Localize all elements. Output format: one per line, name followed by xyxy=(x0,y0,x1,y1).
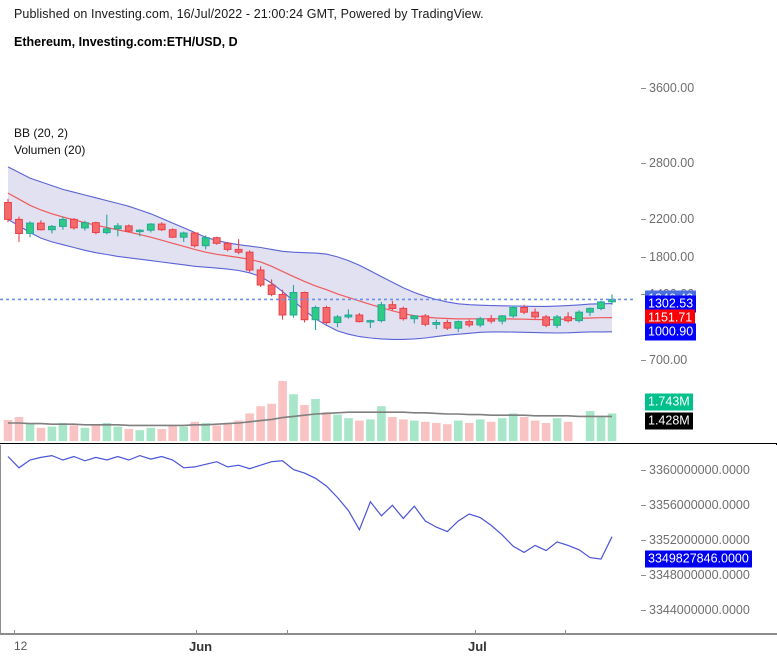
price-tick-mark xyxy=(641,163,646,165)
price-tick-mark xyxy=(641,256,646,258)
obv-plot xyxy=(7,454,613,560)
obv-tick-mark xyxy=(641,575,646,577)
panel-divider xyxy=(0,443,777,444)
price-panel[interactable]: BB (20, 2) Volumen (20) Investing .com xyxy=(0,60,636,443)
bb-indicator-label: BB (20, 2) xyxy=(14,126,69,140)
bottom-axis-line xyxy=(0,633,777,635)
price-tick-mark xyxy=(641,360,646,361)
price-tick-label: 3600.00 xyxy=(649,81,695,96)
price-tick-label: 700.00 xyxy=(649,353,688,367)
price-plot xyxy=(0,166,636,441)
price-tick-label: 2200.00 xyxy=(649,212,695,227)
x-tick-mark xyxy=(196,630,197,635)
instrument-line: Ethereum, Investing.com:ETH/USD, D xyxy=(14,35,238,49)
x-axis-label: 12 xyxy=(14,639,28,653)
price-badge-bb-middle[interactable]: 1151.71 xyxy=(645,309,696,327)
x-tick-mark xyxy=(14,630,15,635)
obv-tick-label: 3352000000.0000 xyxy=(649,533,750,548)
obv-tick-label: 3360000000.0000 xyxy=(649,463,750,478)
obv-tick-label: 3344000000.0000 xyxy=(649,602,750,617)
obv-tick-mark xyxy=(641,470,646,472)
obv-tick-label: 3356000000.0000 xyxy=(649,498,750,513)
obv-left-border xyxy=(0,445,1,634)
obv-tick-mark xyxy=(641,540,646,542)
x-axis-label: Jun xyxy=(189,639,213,654)
price-badge-bb-lower[interactable]: 1000.90 xyxy=(645,323,697,341)
price-tick-label: 1800.00 xyxy=(649,249,695,264)
price-tick-mark xyxy=(641,294,646,296)
price-badge-volume-last[interactable]: 1.743M xyxy=(645,393,693,411)
obv-axis[interactable] xyxy=(636,445,777,633)
price-badge-bb-upper[interactable]: 1302.53 xyxy=(645,295,697,312)
obv-tick-mark xyxy=(641,505,646,507)
x-axis-label: Jul xyxy=(468,639,487,654)
obv-badge-current[interactable]: 3349827846.0000 xyxy=(645,550,752,568)
price-tick-label: 2800.00 xyxy=(649,156,695,171)
price-badge-volume-ma[interactable]: 1.428M xyxy=(645,412,693,430)
price-tick-mark xyxy=(641,88,646,90)
x-tick-mark xyxy=(475,630,476,635)
price-axis[interactable] xyxy=(636,60,777,443)
published-line: Published on Investing.com, 16/Jul/2022 … xyxy=(14,7,484,21)
x-tick-mark xyxy=(287,630,288,635)
volume-indicator-label: Volumen (20) xyxy=(14,143,86,157)
x-tick-mark xyxy=(565,630,566,635)
obv-tick-mark xyxy=(641,609,646,611)
obv-panel[interactable]: OBV xyxy=(0,445,636,633)
price-tick-mark xyxy=(641,219,646,221)
obv-tick-label: 3348000000.0000 xyxy=(649,568,750,583)
